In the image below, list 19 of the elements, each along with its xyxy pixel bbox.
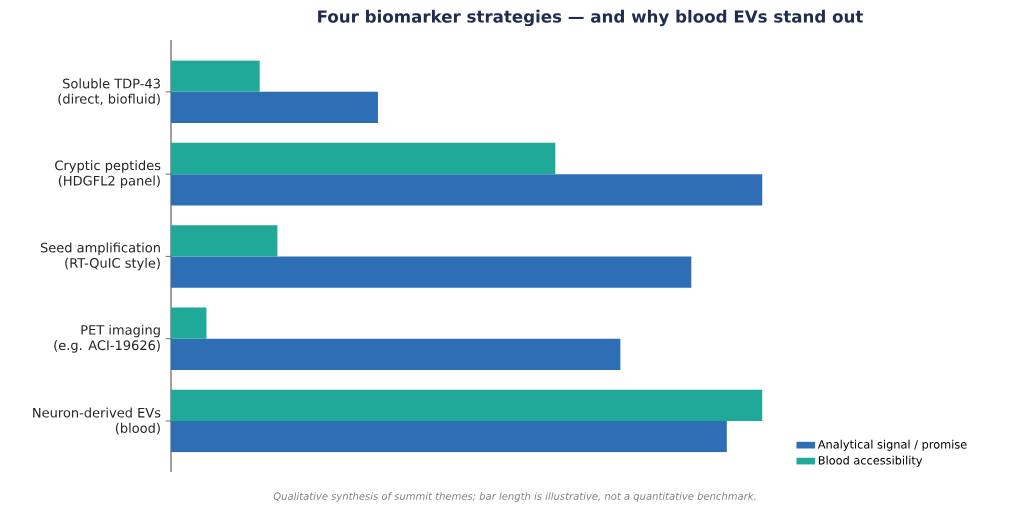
text: Qualitative synthesis of summit themes; bar length is illustrative, not a quantitative benchmark.	[273, 492, 756, 502]
bar	[171, 174, 763, 206]
bar	[171, 142, 556, 175]
bar	[171, 91, 378, 124]
y-tick-label: Seed amplification (RT-QuIC style)	[40, 242, 160, 271]
legend-label: Analytical signal / promise	[817, 439, 967, 451]
legend-label: Blood accessibility	[818, 455, 923, 467]
bar	[171, 420, 727, 453]
bar	[171, 60, 260, 92]
bar	[171, 338, 621, 370]
y-tick-label: PET imaging (e.g. ACI-19626)	[54, 324, 160, 353]
bar	[171, 307, 207, 339]
y-tick-label: Cryptic peptides (HDGFL2 panel)	[55, 160, 161, 189]
bar	[171, 225, 278, 257]
bar	[171, 389, 763, 421]
bar	[171, 256, 692, 288]
y-tick-label: Neuron-derived EVs (blood)	[33, 407, 161, 435]
y-tick-label: Soluble TDP-43 (direct, biofluid)	[58, 78, 160, 106]
chart-title: Four biomarker strategies — and why blood EVs stand out	[318, 9, 864, 27]
